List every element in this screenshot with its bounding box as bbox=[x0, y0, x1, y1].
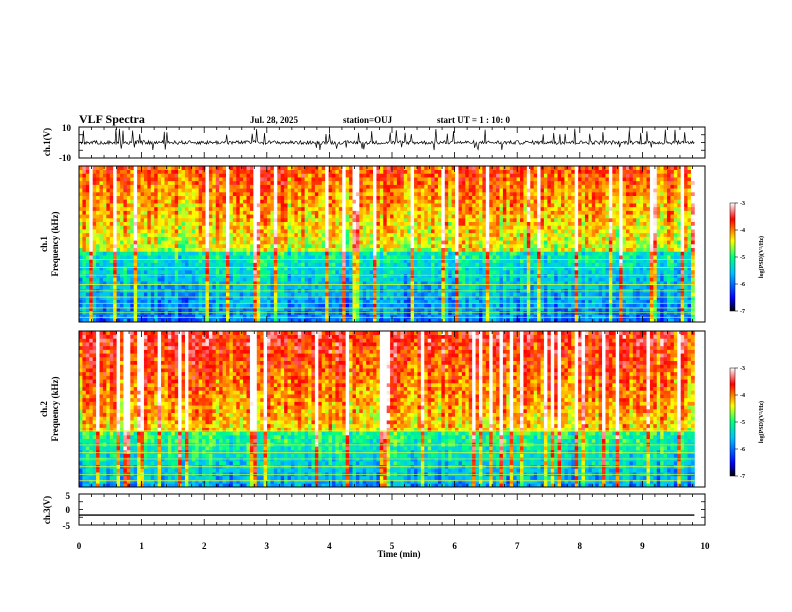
colorbar-tick-label: -3 bbox=[740, 366, 745, 372]
ch2-spectrogram-ylabel-frequency: Frequency (kHz) bbox=[50, 376, 60, 441]
ch3-waveform-tick-zero: 0 bbox=[66, 505, 71, 515]
ch1-waveform-line bbox=[78, 128, 695, 151]
time-tick-label: 5 bbox=[390, 541, 395, 551]
time-tick-label: 8 bbox=[578, 541, 583, 551]
ch1-colorbar-label: log(PSD)(V²/Hz) bbox=[758, 236, 765, 278]
time-tick-label: 2 bbox=[202, 541, 207, 551]
ch2-spectrogram-heatmap bbox=[79, 331, 705, 487]
figure-title: VLF Spectra bbox=[79, 112, 145, 126]
time-tick-label: 7 bbox=[515, 541, 520, 551]
colorbar-tick-label: -6 bbox=[740, 447, 745, 453]
colorbar-tick-label: -4 bbox=[740, 393, 745, 399]
x-axis-ticks bbox=[78, 126, 706, 526]
ch1-spectrogram-ylabel-frequency: Frequency (kHz) bbox=[50, 211, 60, 276]
ch1-spectrogram-panel: ch.1 Frequency (kHz) bbox=[39, 165, 706, 323]
colorbar-tick-label: -5 bbox=[740, 255, 745, 261]
time-tick-label: 10 bbox=[701, 541, 711, 551]
time-tick-label: 9 bbox=[640, 541, 645, 551]
ch3-waveform-tick-top: 5 bbox=[66, 491, 71, 501]
start-ut-label: start UT = 1 : 10: 0 bbox=[437, 115, 510, 125]
ch3-waveform-ylabel: ch.3(V) bbox=[42, 496, 52, 524]
x-axis-tick-labels: 0 1 2 3 4 5 6 7 8 9 10 bbox=[77, 541, 710, 551]
ch2-colorbar-gradient bbox=[729, 367, 736, 477]
ch1-colorbar: -3 -4 -5 -6 -7 log(PSD)(V²/Hz) bbox=[729, 201, 765, 315]
time-tick-label: 4 bbox=[327, 541, 332, 551]
date-label: Jul. 28, 2025 bbox=[250, 115, 299, 125]
ch1-waveform-ylabel: ch.1(V) bbox=[42, 128, 52, 156]
colorbar-tick-label: -3 bbox=[740, 201, 745, 207]
ch2-colorbar-label: log(PSD)(V²/Hz) bbox=[758, 401, 765, 443]
ch2-spectrogram-ylabel-channel: ch.2 bbox=[39, 401, 49, 417]
ch2-spectrogram-panel: ch.2 Frequency (kHz) bbox=[39, 330, 706, 488]
time-tick-label: 1 bbox=[139, 541, 144, 551]
ch1-colorbar-gradient bbox=[729, 202, 736, 312]
ch1-waveform-tick-bottom: -10 bbox=[59, 153, 71, 163]
x-axis-label: Time (min) bbox=[377, 549, 420, 559]
colorbar-tick-label: -6 bbox=[740, 282, 745, 288]
ch2-colorbar: -3 -4 -5 -6 -7 log(PSD)(V²/Hz) bbox=[729, 366, 765, 480]
ch1-waveform-tick-top: 10 bbox=[62, 123, 72, 133]
ch1-spectrogram-ylabel-channel: ch.1 bbox=[39, 236, 49, 252]
time-tick-label: 0 bbox=[77, 541, 82, 551]
colorbar-tick-label: -4 bbox=[740, 228, 745, 234]
ch3-waveform-tick-bottom: -5 bbox=[63, 521, 71, 531]
time-tick-label: 6 bbox=[452, 541, 457, 551]
time-tick-label: 3 bbox=[265, 541, 270, 551]
ch1-spectrogram-heatmap bbox=[79, 166, 705, 322]
colorbar-tick-label: -7 bbox=[740, 474, 745, 480]
station-label: station=OUJ bbox=[343, 115, 393, 125]
colorbar-tick-label: -5 bbox=[740, 420, 745, 426]
colorbar-tick-label: -7 bbox=[740, 309, 745, 315]
